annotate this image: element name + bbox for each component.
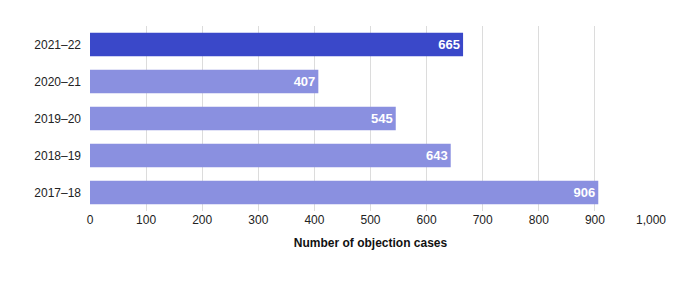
svg-text:545: 545 — [371, 111, 393, 126]
svg-text:2017–18: 2017–18 — [34, 186, 81, 200]
svg-text:500: 500 — [360, 213, 380, 227]
svg-text:600: 600 — [417, 213, 437, 227]
svg-text:200: 200 — [192, 213, 212, 227]
svg-text:906: 906 — [574, 185, 596, 200]
svg-text:407: 407 — [294, 74, 316, 89]
svg-text:900: 900 — [585, 213, 605, 227]
svg-text:643: 643 — [426, 148, 448, 163]
svg-text:Number of objection cases: Number of objection cases — [294, 236, 448, 250]
svg-text:2019–20: 2019–20 — [34, 112, 81, 126]
svg-text:300: 300 — [248, 213, 268, 227]
svg-text:1,000: 1,000 — [636, 213, 666, 227]
svg-text:2018–19: 2018–19 — [34, 149, 81, 163]
svg-text:665: 665 — [438, 37, 460, 52]
svg-text:2021–22: 2021–22 — [34, 38, 81, 52]
svg-text:400: 400 — [304, 213, 324, 227]
svg-text:100: 100 — [136, 213, 156, 227]
svg-text:0: 0 — [87, 213, 94, 227]
svg-text:2020–21: 2020–21 — [34, 75, 81, 89]
svg-text:800: 800 — [529, 213, 549, 227]
svg-text:700: 700 — [473, 213, 493, 227]
